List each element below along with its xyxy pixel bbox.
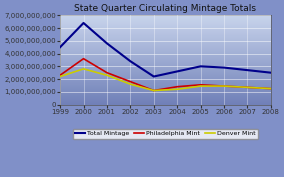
Title: State Quarter Circulating Mintage Totals: State Quarter Circulating Mintage Totals (74, 4, 256, 13)
Legend: Total Mintage, Philadelphia Mint, Denver Mint: Total Mintage, Philadelphia Mint, Denver… (73, 129, 258, 139)
